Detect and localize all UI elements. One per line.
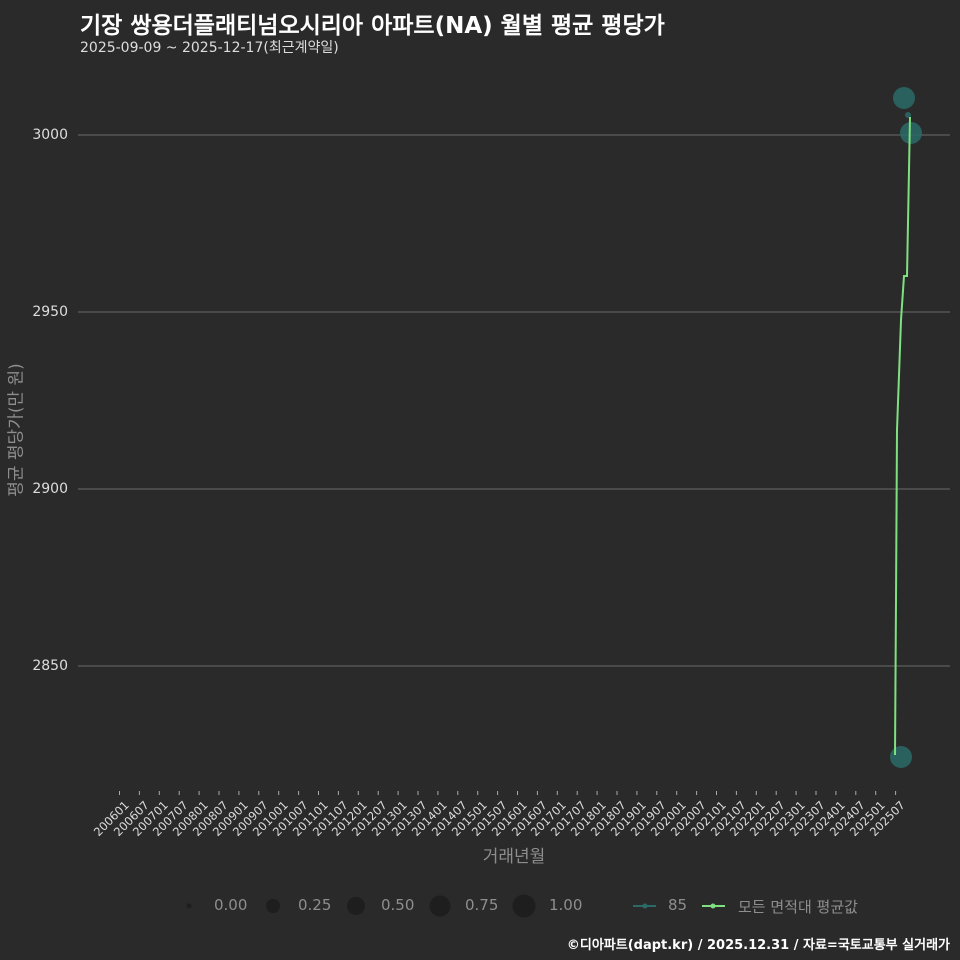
point-85 (893, 87, 915, 109)
legend-size-label: 0.50 (381, 896, 415, 914)
chart-title: 기장 쌍용더플래티넘오시리아 아파트(NA) 월별 평균 평당가 (80, 13, 665, 39)
x-tick-marks (119, 791, 897, 795)
y-tick-label: 2950 (32, 304, 68, 320)
y-axis-label: 평균 평당가(만 원) (6, 363, 27, 497)
legend-series-average: 모든 면적대 평균값 (738, 898, 858, 916)
y-tick-label: 2850 (32, 658, 68, 674)
legend-size-label: 0.00 (214, 896, 248, 914)
x-axis-label: 거래년월 (482, 847, 546, 867)
point-85 (900, 122, 922, 144)
footer-credit: ©디아파트(dapt.kr) / 2025.12.31 / 자료=국토교통부 실… (566, 938, 950, 953)
point-85 (890, 746, 912, 768)
legend-size-label: 0.25 (298, 896, 332, 914)
series-average-line (894, 116, 911, 756)
y-tick-label: 2900 (32, 481, 68, 497)
y-tick-label: 3000 (32, 127, 68, 143)
legend-size-label: 0.75 (465, 896, 499, 914)
point-85 (905, 112, 911, 118)
legend-series-85: 85 (668, 896, 688, 914)
chart-subtitle: 2025-09-09 ~ 2025-12-17(최근계약일) (80, 40, 339, 56)
legend-size-label: 1.00 (549, 896, 583, 914)
